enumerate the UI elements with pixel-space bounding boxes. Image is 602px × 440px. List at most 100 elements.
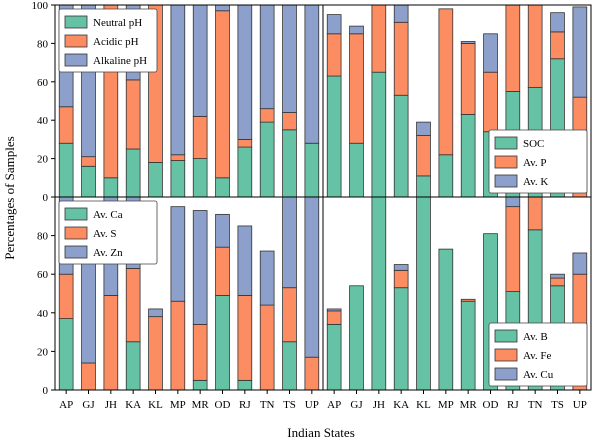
bar-kl-series-1 bbox=[148, 316, 163, 390]
legend: SOC Av. P Av. K bbox=[488, 129, 588, 194]
bar-up-series-2 bbox=[304, 5, 320, 144]
bar-mp-series-2 bbox=[170, 5, 186, 156]
x-tick-label: JH bbox=[105, 399, 117, 411]
bar-ap-series-2 bbox=[326, 14, 342, 35]
legend-swatch bbox=[494, 136, 518, 150]
x-tick-label: MP bbox=[438, 399, 454, 411]
x-tick-label: TN bbox=[528, 399, 543, 411]
bar-rj-series-0 bbox=[237, 146, 253, 197]
legend-label: Av. K bbox=[523, 176, 548, 188]
bar-up-series-2 bbox=[572, 252, 588, 275]
bar-mr-series-2 bbox=[192, 5, 208, 117]
legend-swatch bbox=[64, 245, 88, 259]
bar-ka-series-1 bbox=[125, 79, 141, 150]
bar-mr-series-1 bbox=[460, 43, 476, 115]
legend-label: SOC bbox=[523, 138, 544, 150]
legend-label: Av. Ca bbox=[93, 209, 123, 221]
x-tick-label: OD bbox=[215, 399, 231, 411]
bar-rj-series-2 bbox=[237, 5, 253, 140]
bar-jh-series-1 bbox=[103, 295, 119, 390]
panel-frame bbox=[322, 196, 592, 391]
bar-tn-series-1 bbox=[259, 108, 275, 123]
y-tick-label: 80 bbox=[37, 38, 49, 50]
y-tick-label: 60 bbox=[37, 77, 49, 89]
bar-od-series-0 bbox=[215, 177, 230, 197]
bar-od-series-2 bbox=[215, 5, 230, 12]
bar-ap-series-2 bbox=[326, 308, 342, 312]
x-tick-label: KA bbox=[125, 399, 141, 411]
y-tick-label: 60 bbox=[37, 269, 49, 281]
legend-swatch bbox=[494, 348, 518, 362]
bar-ap-series-0 bbox=[326, 75, 342, 197]
panel-top-left: 0 20 40 60 80 100 Neutral pH Acidic pH Alkaline … bbox=[32, 0, 324, 204]
legend-swatch bbox=[64, 34, 88, 48]
x-tick-label: AP bbox=[59, 399, 73, 411]
legend-swatch bbox=[494, 174, 518, 188]
x-tick-label: MP bbox=[170, 399, 186, 411]
bar-gj-series-1 bbox=[81, 156, 96, 167]
bar-tn-series-1 bbox=[527, 197, 543, 231]
x-tick-label: MR bbox=[460, 399, 478, 411]
bar-mp-series-1 bbox=[438, 8, 454, 156]
bar-up-series-0 bbox=[304, 142, 320, 197]
x-tick-label: GJ bbox=[82, 399, 95, 411]
legend-swatch bbox=[64, 207, 88, 221]
legend-swatch bbox=[494, 367, 518, 381]
panels-group: 0 20 40 60 80 100 Neutral pH Acidic pH Alkaline … bbox=[32, 0, 592, 411]
bar-tn-series-0 bbox=[259, 121, 275, 197]
y-tick-label: 40 bbox=[37, 115, 49, 127]
bar-mp-series-0 bbox=[170, 160, 186, 197]
panel-top-right: SOC Av. P Av. K bbox=[322, 4, 592, 198]
bar-ka-series-0 bbox=[125, 148, 141, 197]
bar-jh-series-0 bbox=[103, 177, 119, 197]
bar-ap-series-0 bbox=[58, 142, 74, 197]
bar-ts-series-0 bbox=[282, 341, 297, 390]
bar-ts-series-2 bbox=[282, 197, 297, 289]
bar-ts-series-2 bbox=[550, 273, 565, 279]
x-tick-label: KL bbox=[416, 399, 431, 411]
bar-jh-series-1 bbox=[371, 5, 387, 73]
x-tick-label: UP bbox=[573, 399, 587, 411]
bar-mp-series-1 bbox=[170, 154, 186, 161]
bar-rj-series-1 bbox=[237, 295, 253, 381]
bar-gj-series-0 bbox=[349, 285, 364, 390]
legend-swatch bbox=[64, 53, 88, 67]
bar-ap-series-0 bbox=[326, 323, 342, 390]
bar-tn-series-2 bbox=[259, 5, 275, 110]
bar-ka-series-0 bbox=[393, 94, 409, 197]
bar-od-series-1 bbox=[215, 10, 230, 179]
y-tick-label: 20 bbox=[37, 154, 49, 166]
bar-ka-series-1 bbox=[125, 268, 141, 343]
bar-mr-series-1 bbox=[460, 298, 476, 302]
bar-kl-series-0 bbox=[148, 162, 163, 197]
bar-od-series-1 bbox=[483, 71, 498, 133]
legend: Av. Ca Av. S Av. Zn bbox=[58, 200, 158, 265]
legend-label: Alkaline pH bbox=[93, 55, 147, 67]
bar-jh-series-0 bbox=[371, 197, 387, 390]
bar-ts-series-1 bbox=[550, 277, 565, 287]
x-tick-label: TS bbox=[551, 399, 564, 411]
bar-kl-series-0 bbox=[416, 175, 431, 197]
x-tick-label: TN bbox=[260, 399, 275, 411]
bar-ka-series-0 bbox=[125, 341, 141, 390]
bar-tn-series-1 bbox=[259, 304, 275, 390]
bar-kl-series-1 bbox=[416, 135, 431, 177]
bar-jh-series-0 bbox=[371, 71, 387, 197]
bar-mp-series-0 bbox=[438, 248, 454, 390]
bar-ap-series-1 bbox=[58, 106, 74, 144]
x-tick-label: RJ bbox=[507, 399, 519, 411]
legend-label: Av. Cu bbox=[523, 369, 554, 381]
bar-mr-series-2 bbox=[460, 41, 476, 44]
y-axis-label: Percentages of Samples bbox=[2, 136, 17, 259]
bar-od-series-1 bbox=[215, 246, 230, 296]
y-tick-label: 100 bbox=[32, 0, 49, 12]
legend-swatch bbox=[494, 329, 518, 343]
bar-mr-series-1 bbox=[192, 115, 208, 160]
bar-mp-series-2 bbox=[170, 206, 186, 302]
bar-mr-series-0 bbox=[192, 158, 208, 197]
bar-kl-series-2 bbox=[148, 308, 163, 318]
legend-label: Av. P bbox=[523, 157, 547, 169]
bar-ka-series-0 bbox=[393, 287, 409, 390]
x-tick-label: UP bbox=[305, 399, 319, 411]
